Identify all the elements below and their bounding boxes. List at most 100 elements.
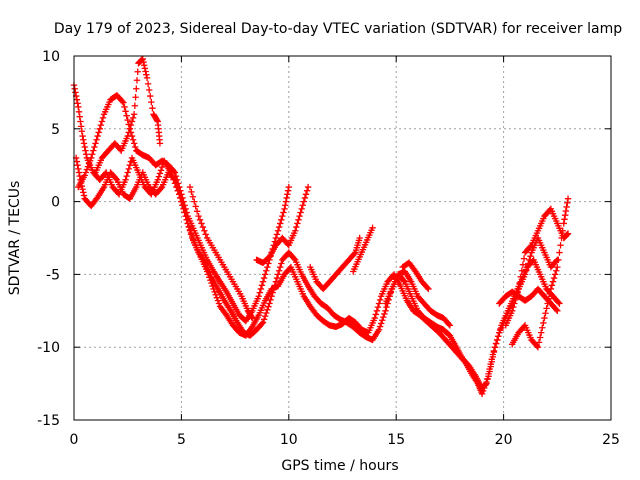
- data-point: [293, 223, 300, 231]
- data-point: [191, 198, 198, 205]
- data-point: [173, 176, 181, 183]
- data-point: [490, 348, 498, 356]
- data-point: [199, 223, 207, 231]
- plot-frame: [73, 55, 612, 421]
- data-point: [260, 274, 268, 282]
- data-point: [556, 300, 563, 307]
- data-point: [125, 129, 132, 136]
- data-point: [259, 278, 267, 285]
- data-point: [510, 303, 517, 311]
- data-point: [369, 224, 376, 232]
- data-point: [93, 136, 100, 143]
- data-point: [561, 211, 569, 219]
- data-point: [193, 208, 201, 215]
- data-point: [533, 342, 541, 350]
- data-point: [132, 94, 139, 101]
- data-point: [149, 104, 156, 112]
- data-point: [147, 92, 154, 100]
- data-point: [283, 194, 290, 202]
- data-point: [122, 176, 129, 183]
- data-point: [561, 216, 568, 223]
- data-point: [128, 118, 136, 125]
- data-point: [248, 325, 255, 332]
- data-point: [478, 390, 486, 397]
- data-point: [145, 86, 153, 94]
- data-point: [89, 151, 96, 158]
- data-point: [537, 329, 545, 336]
- data-point: [303, 187, 311, 194]
- data-point: [91, 143, 98, 151]
- data-point: [274, 227, 282, 234]
- data-point: [515, 285, 522, 293]
- grid-lines: [74, 56, 611, 420]
- data-point: [278, 260, 285, 267]
- data-point: [83, 166, 91, 173]
- data-point: [356, 234, 363, 242]
- data-point: [82, 151, 90, 158]
- y-tick-labels: -15 -10 -5 0 5 10: [37, 49, 60, 429]
- data-point: [80, 192, 88, 199]
- data-point: [548, 282, 556, 289]
- data-point: [380, 313, 387, 321]
- data-point: [281, 205, 288, 213]
- data-point: [143, 74, 151, 82]
- data-point: [207, 277, 214, 284]
- data-point: [373, 307, 381, 314]
- data-point: [282, 198, 290, 205]
- data-point: [210, 285, 217, 293]
- data-point: [295, 216, 302, 223]
- data-point: [139, 55, 146, 63]
- data-point: [294, 220, 301, 227]
- data-point: [260, 316, 268, 323]
- data-point: [547, 285, 555, 293]
- data-point: [376, 323, 384, 330]
- data-point: [261, 312, 269, 320]
- data-point: [98, 118, 106, 125]
- data-point: [255, 293, 262, 300]
- data-point: [186, 183, 194, 191]
- data-point: [298, 205, 305, 213]
- data-point: [129, 136, 137, 143]
- data-point: [563, 231, 570, 239]
- data-point: [170, 168, 178, 175]
- data-point: [144, 80, 152, 88]
- x-tick-label: 10: [280, 432, 298, 448]
- data-point: [75, 108, 83, 116]
- data-point: [157, 167, 165, 174]
- series-track-8: [350, 224, 376, 275]
- data-point: [112, 175, 120, 182]
- data-point: [484, 376, 491, 383]
- data-point: [559, 227, 566, 234]
- data-point: [302, 191, 310, 198]
- data-point: [143, 71, 150, 78]
- data-point: [541, 314, 548, 322]
- data-point: [534, 344, 542, 351]
- data-point: [124, 116, 131, 124]
- data-point: [297, 209, 304, 216]
- data-point: [148, 98, 155, 106]
- data-point: [190, 236, 197, 243]
- data-point: [272, 234, 280, 242]
- data-point: [554, 307, 561, 314]
- data-point: [520, 255, 528, 262]
- data-point: [265, 303, 272, 310]
- data-point: [79, 186, 86, 193]
- data-point: [553, 267, 560, 274]
- data-point: [181, 202, 188, 209]
- x-tick-label: 5: [177, 432, 186, 448]
- data-point: [124, 169, 131, 176]
- data-point: [81, 172, 88, 179]
- y-axis-label: SDTVAR / TECUs: [7, 181, 23, 296]
- data-point: [80, 140, 88, 147]
- data-point: [133, 77, 141, 84]
- data-point: [72, 89, 79, 96]
- data-point: [555, 256, 562, 264]
- data-point: [156, 170, 164, 177]
- data-point: [176, 183, 183, 191]
- x-tick-label: 20: [495, 432, 513, 448]
- data-point: [154, 176, 161, 183]
- data-point: [564, 230, 572, 237]
- data-point: [280, 209, 287, 216]
- data-point: [201, 227, 208, 234]
- data-point: [284, 187, 292, 194]
